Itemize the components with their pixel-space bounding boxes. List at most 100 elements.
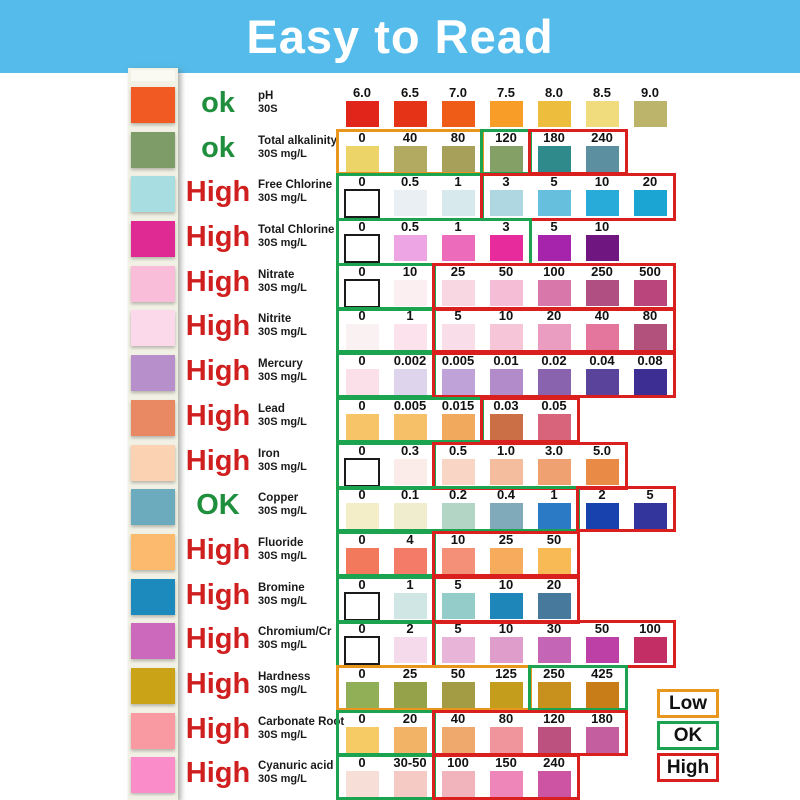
color-swatch <box>441 771 475 798</box>
parameter-name: Fluoride <box>258 536 304 549</box>
value-cell: 6.0 <box>338 85 386 127</box>
color-swatch <box>441 547 475 574</box>
value-label: 10 <box>594 174 610 190</box>
strip-pad <box>131 265 175 302</box>
value-cell: 50 <box>578 621 626 665</box>
strip-pad-cell <box>128 307 178 347</box>
color-swatch <box>393 637 427 664</box>
value-label: 240 <box>543 755 565 771</box>
color-swatch <box>345 681 379 708</box>
value-label: 240 <box>591 129 613 145</box>
value-cell: 8.5 <box>578 85 626 127</box>
parameter-name: Iron <box>258 447 280 460</box>
parameter: Iron 30S mg/L <box>258 442 338 474</box>
value-cell: 0.4 <box>482 487 530 530</box>
test-row: High Iron 30S mg/L 0 0.3 0.5 1.0 3.0 5.0 <box>128 441 800 490</box>
status-label: High <box>185 221 251 254</box>
strip-pad-cell <box>128 754 178 794</box>
color-swatch <box>441 324 475 351</box>
range-group: 0.5 1.0 3.0 5.0 <box>432 441 628 490</box>
color-swatch <box>344 278 380 308</box>
value-cell: 25 <box>482 532 530 574</box>
color-swatch <box>633 101 667 127</box>
parameter: Bromine 30S mg/L <box>258 576 338 608</box>
value-cell: 5 <box>530 174 578 218</box>
color-swatch <box>585 101 619 127</box>
value-cell: 120 <box>482 130 530 172</box>
parameter-subtitle: 30S mg/L <box>258 773 307 786</box>
color-swatch <box>585 235 619 262</box>
value-label: 0 <box>358 263 366 279</box>
status-label: High <box>185 712 251 745</box>
status-label: High <box>185 265 251 298</box>
value-cell: 100 <box>626 621 674 665</box>
range-group: 0 25 50 125 <box>336 664 532 711</box>
color-swatch <box>585 190 619 217</box>
value-cell: 0 <box>338 666 386 708</box>
value-label: 1.0 <box>496 442 516 458</box>
value-label: 0 <box>358 219 366 235</box>
color-swatch <box>489 190 523 217</box>
value-label: 0 <box>358 576 366 592</box>
value-label: 50 <box>498 263 514 279</box>
value-cell: 2 <box>578 487 626 530</box>
status-label: High <box>185 578 251 611</box>
value-label: 0.02 <box>541 353 567 369</box>
parameter: Free Chlorine 30S mg/L <box>258 173 338 205</box>
value-cell: 50 <box>530 532 578 574</box>
color-swatch <box>633 369 667 396</box>
value-label: 0.04 <box>589 353 615 369</box>
color-swatch <box>441 145 475 172</box>
value-label: 3 <box>502 174 510 190</box>
value-cell: 0 <box>338 577 386 621</box>
color-swatch <box>537 190 571 217</box>
value-cell: 5 <box>530 219 578 263</box>
color-swatch <box>344 234 380 264</box>
page-title: Easy to Read <box>246 10 554 63</box>
color-swatch <box>537 592 571 619</box>
range-group: 0.03 0.05 <box>480 396 580 443</box>
value-label: 50 <box>594 621 610 637</box>
swatch-table: 0 4 10 25 50 <box>336 530 580 577</box>
color-swatch <box>393 101 427 127</box>
color-swatch <box>489 145 523 172</box>
value-cell: 0.03 <box>482 398 530 440</box>
status-label: ok <box>201 87 235 119</box>
value-cell: 5 <box>434 577 482 621</box>
color-swatch <box>441 637 475 664</box>
swatch-table: 0 20 40 80 120 180 <box>336 709 628 756</box>
range-group: 100 150 240 <box>432 754 580 800</box>
test-row: High Lead 30S mg/L 0 0.005 0.015 0.03 0.05 <box>128 396 800 443</box>
strip-pad <box>131 757 175 794</box>
status-label: High <box>185 667 251 700</box>
color-swatch <box>344 457 380 487</box>
value-cell: 0.02 <box>530 353 578 396</box>
color-swatch <box>345 145 379 172</box>
value-label: 4 <box>406 531 414 547</box>
value-cell: 10 <box>482 577 530 621</box>
value-cell: 0 <box>338 532 386 574</box>
color-swatch <box>633 324 667 351</box>
strip-pad-cell <box>128 442 178 481</box>
status-label: High <box>185 310 251 343</box>
value-cell: 0.3 <box>386 443 434 487</box>
parameter-subtitle: 30S mg/L <box>258 683 307 696</box>
legend-low: Low <box>657 689 719 718</box>
value-cell: 1 <box>434 174 482 218</box>
strip-pad <box>131 176 175 213</box>
value-label: 40 <box>594 308 610 324</box>
value-cell: 0.04 <box>578 353 626 396</box>
value-label: 0 <box>358 174 366 190</box>
color-swatch <box>585 726 619 753</box>
swatch-table: 0 40 80 120 180 240 <box>336 128 628 175</box>
swatch-table: 0 25 50 125 250 425 <box>336 664 628 711</box>
parameter-subtitle: 30S <box>258 103 278 115</box>
parameter-name: Nitrate <box>258 268 295 281</box>
value-label: 425 <box>591 665 613 681</box>
color-swatch <box>489 503 523 530</box>
parameter-subtitle: 30S mg/L <box>258 505 307 518</box>
value-cell: 0 <box>338 398 386 440</box>
strip-blank-pad-top <box>131 70 175 81</box>
value-label: 1 <box>454 219 462 235</box>
